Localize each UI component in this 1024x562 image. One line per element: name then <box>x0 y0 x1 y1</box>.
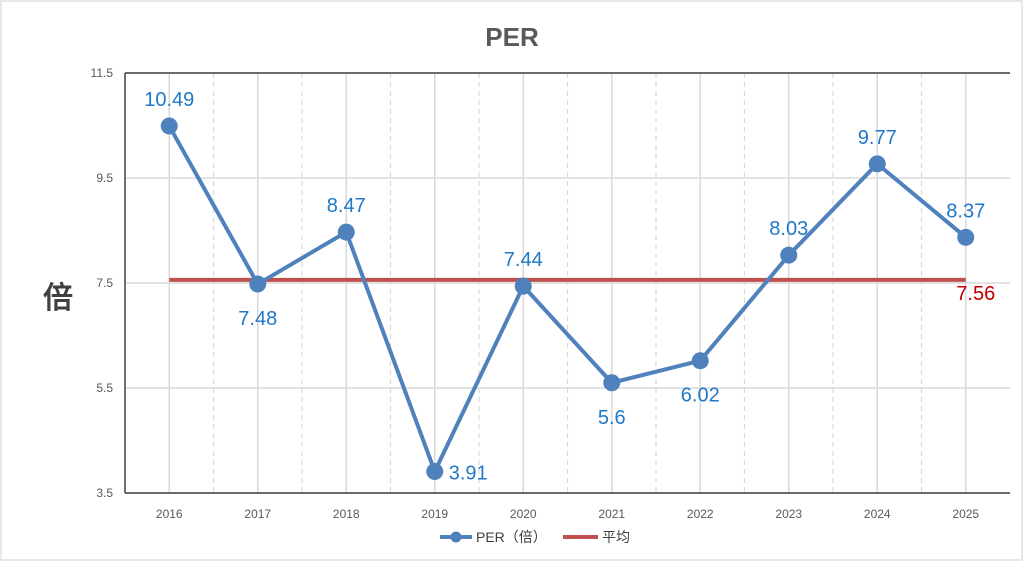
per-data-point <box>426 462 444 480</box>
per-data-point <box>868 155 886 173</box>
x-tick-label: 2021 <box>598 507 625 521</box>
per-data-point <box>514 277 532 295</box>
legend-per-marker <box>450 531 462 543</box>
per-data-label: 8.03 <box>769 218 808 240</box>
y-tick-label: 5.5 <box>96 381 113 395</box>
x-tick-label: 2020 <box>510 507 537 521</box>
legend: PER（倍） 平均 <box>440 529 630 545</box>
per-data-point <box>691 352 709 370</box>
per-data-label: 8.37 <box>946 200 985 222</box>
per-data-label: 8.47 <box>327 195 366 217</box>
x-tick-label: 2024 <box>864 507 891 521</box>
per-data-label: 3.91 <box>449 462 488 484</box>
per-data-point <box>160 117 178 135</box>
chart-title: PER <box>485 22 539 52</box>
x-tick-label: 2017 <box>244 507 271 521</box>
per-data-label: 7.48 <box>238 308 277 330</box>
per-data-point <box>603 374 621 392</box>
x-tick-label: 2018 <box>333 507 360 521</box>
per-data-label: 5.6 <box>598 407 626 429</box>
per-data-label: 6.02 <box>681 385 720 407</box>
y-axis-label: 倍 <box>43 281 73 315</box>
x-tick-label: 2025 <box>952 507 979 521</box>
per-data-point <box>780 246 798 264</box>
per-data-label: 7.44 <box>504 249 543 271</box>
y-tick-label: 3.5 <box>96 486 113 500</box>
per-data-label: 10.49 <box>144 89 194 111</box>
y-tick-label: 9.5 <box>96 171 113 185</box>
per-data-point <box>337 223 355 241</box>
per-data-point <box>957 228 975 246</box>
average-data-label: 7.56 <box>956 283 995 305</box>
per-series-line <box>167 125 968 474</box>
x-tick-label: 2022 <box>687 507 714 521</box>
x-tick-label: 2023 <box>775 507 802 521</box>
x-tick-label: 2016 <box>156 507 183 521</box>
per-data-label: 9.77 <box>858 127 897 149</box>
y-tick-label: 7.5 <box>96 276 113 290</box>
y-tick-label: 11.5 <box>91 66 114 80</box>
x-tick-label: 2019 <box>421 507 448 521</box>
per-data-point <box>249 275 267 293</box>
legend-per-label: PER（倍） <box>476 529 547 545</box>
legend-average-label: 平均 <box>602 529 630 545</box>
